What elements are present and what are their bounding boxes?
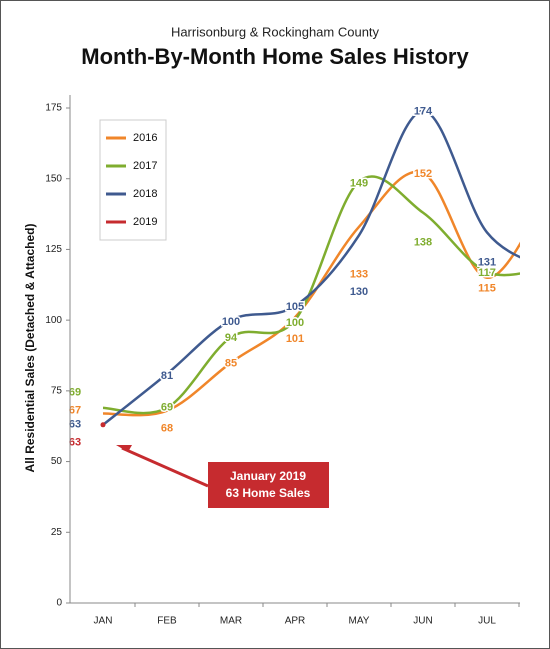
- y-tick-label: 50: [51, 456, 63, 467]
- annotation-text: 63 Home Sales: [226, 486, 311, 500]
- line: [102, 175, 520, 415]
- x-tick-label: FEB: [157, 616, 177, 627]
- data-label: 133: [350, 269, 368, 281]
- y-tick-label: 100: [45, 315, 62, 326]
- annotation-text: January 2019: [230, 469, 306, 483]
- data-label: 69: [161, 402, 173, 414]
- line: [102, 109, 520, 426]
- data-label: 100: [286, 317, 304, 329]
- data-label: 68: [161, 423, 173, 435]
- data-label: 101: [286, 333, 304, 345]
- data-label: 117: [478, 267, 496, 279]
- data-label: 138: [414, 237, 432, 249]
- line: [102, 170, 520, 417]
- data-labels: 67 68 85 101 133 152 115 69 69 94 100 149 138 117 63 81…: [67, 104, 497, 450]
- y-tick-label: 150: [45, 173, 62, 184]
- data-label: 105: [286, 301, 304, 313]
- x-tick-label: JAN: [94, 616, 113, 627]
- data-label: 130: [350, 286, 368, 298]
- data-label: 85: [225, 357, 237, 369]
- y-tick-label: 125: [45, 244, 62, 255]
- legend-label: 2019: [133, 216, 157, 228]
- annotation-box: [208, 462, 329, 508]
- x-tick-label: JUN: [413, 616, 432, 627]
- x-tick-label: APR: [285, 616, 306, 627]
- data-label: 115: [478, 283, 496, 295]
- legend-label: 2018: [133, 188, 157, 200]
- legend-label: 2017: [133, 160, 157, 172]
- data-label: 149: [350, 177, 368, 189]
- point: [100, 422, 106, 428]
- data-label: 152: [414, 168, 432, 180]
- data-label: 63: [69, 419, 81, 431]
- arrow: [121, 446, 209, 488]
- data-label: 100: [222, 316, 240, 328]
- x-tick-label: MAY: [349, 616, 370, 627]
- y-tick-label: 25: [51, 527, 63, 538]
- x-tick-label: MAR: [220, 616, 242, 627]
- chart-subtitle: Harrisonburg & Rockingham County: [171, 24, 380, 39]
- data-label: 81: [161, 370, 173, 382]
- plot-area: [100, 109, 520, 428]
- data-label: 69: [69, 387, 81, 399]
- y-tick-label: 75: [51, 385, 63, 396]
- data-label: 174: [414, 106, 433, 118]
- data-label: 67: [69, 404, 81, 416]
- legend: [99, 119, 167, 241]
- data-label: 63: [69, 437, 81, 449]
- legend-label: 2016: [133, 132, 157, 144]
- x-tick-label: JUL: [478, 616, 496, 627]
- chart-title: Month-By-Month Home Sales History: [81, 44, 469, 69]
- y-axis-label: All Residential Sales (Detached & Attach…: [23, 224, 37, 473]
- data-label: 94: [225, 332, 238, 344]
- y-tick-label: 175: [45, 103, 62, 114]
- legend-entries: 2016 2017 2018 2019: [106, 132, 157, 228]
- data-label: 131: [478, 256, 496, 268]
- y-tick-label: 0: [56, 598, 62, 609]
